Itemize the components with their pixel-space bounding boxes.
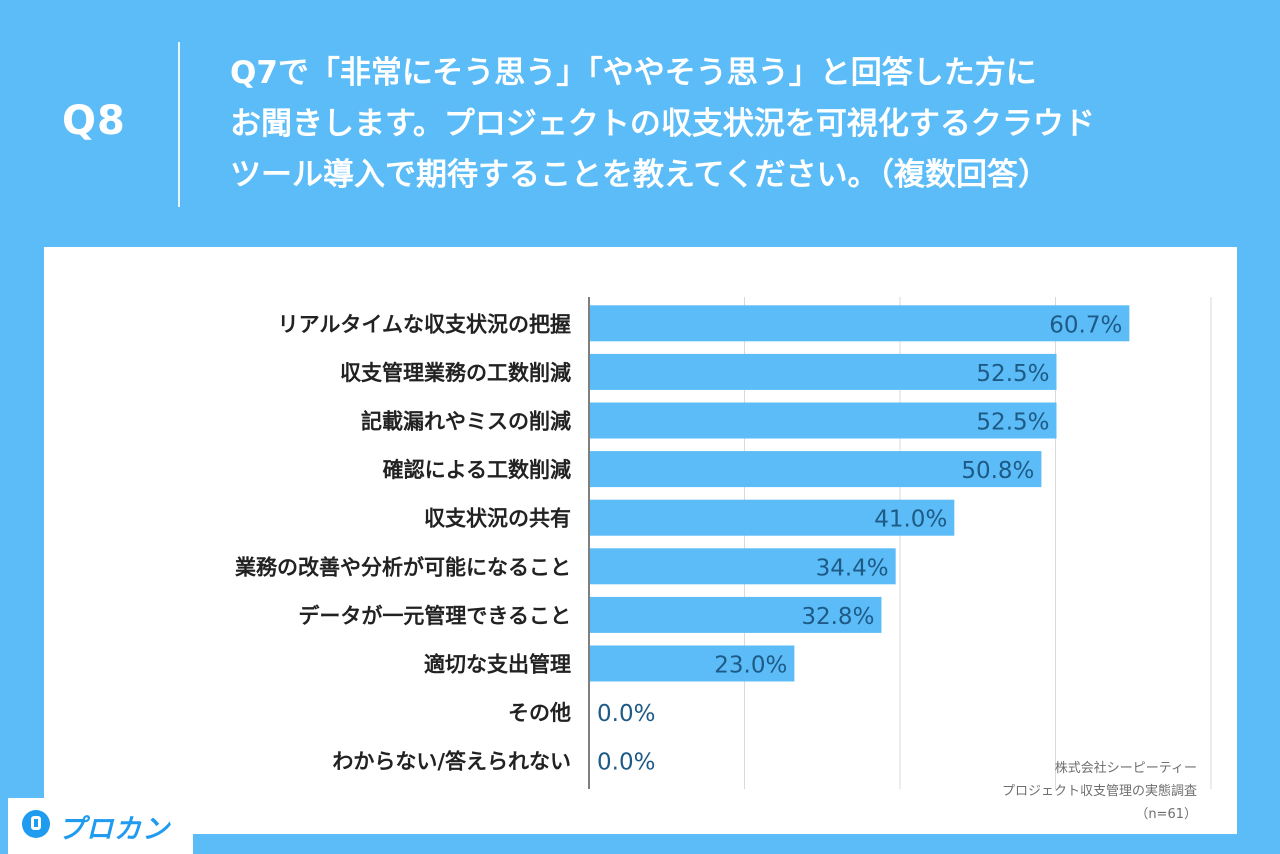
question-text: Q7で「非常にそう思う」「ややそう思う」と回答した方に お聞きします。プロジェク… [230,55,1095,193]
value-label: 60.7% [1049,312,1122,338]
value-label: 41.0% [874,507,947,533]
value-label: 0.0% [597,701,655,727]
chart-bar [590,548,896,585]
chart-bar [590,596,882,633]
value-label: 52.5% [976,410,1049,436]
chart-panel: リアルタイムな収支状況の把握 60.7% 収支管理業務の工数削減 52.5% 記載漏れや… [44,247,1237,834]
chart-bar [590,451,1042,488]
chart-bar [590,402,1057,439]
procan-logo-icon [22,810,50,838]
value-label: 50.8% [961,458,1034,484]
category-label: その他 [508,701,571,725]
category-label: わからない/答えられない [332,750,571,774]
value-label: 34.4% [816,555,889,581]
value-label: 23.0% [714,653,787,679]
credit-survey: プロジェクト収支管理の実態調査 [1001,784,1197,799]
chart-bar [590,353,1057,390]
credit-sample-size: （n=61） [1135,807,1197,822]
chart-bar [590,645,795,682]
value-label: 0.0% [597,750,655,776]
category-label: 収支管理業務の工数削減 [340,361,571,385]
value-label: 52.5% [976,361,1049,387]
credit-company: 株式会社シーピーティー [1054,761,1197,776]
logo-text: プロカン [58,814,170,845]
value-label: 32.8% [801,604,874,630]
category-label: データが一元管理できること [298,604,571,628]
category-label: 確認による工数削減 [383,458,571,482]
chart-bar [590,499,955,536]
header-divider [178,42,180,207]
category-label: 収支状況の共有 [424,507,571,531]
source-credit: 株式会社シーピーティー プロジェクト収支管理の実態調査 （n=61） [1002,757,1197,826]
bar-chart: リアルタイムな収支状況の把握 60.7% 収支管理業務の工数削減 52.5% 記載漏れや… [235,297,1212,789]
category-label: リアルタイムな収支状況の把握 [278,312,571,336]
category-label: 記載漏れやミスの削減 [361,410,571,434]
chart-bar [590,305,1130,342]
q-number: Q8 [62,98,126,144]
category-label: 適切な支出管理 [424,653,571,677]
category-label: 業務の改善や分析が可能になること [235,555,571,579]
procan-logo: プロカン [8,798,193,854]
